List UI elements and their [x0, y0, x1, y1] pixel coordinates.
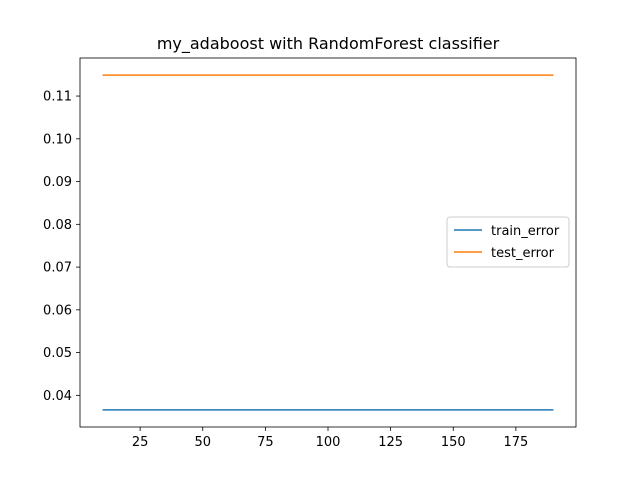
- x-tick-label: 125: [378, 435, 403, 450]
- legend-label-train-error: train_error: [491, 224, 560, 239]
- y-tick-label: 0.07: [43, 261, 72, 276]
- legend-label-test-error: test_error: [491, 246, 555, 261]
- y-tick-label: 0.05: [43, 346, 72, 361]
- x-tick-label: 150: [441, 435, 466, 450]
- y-tick-label: 0.11: [43, 90, 72, 105]
- chart-title: my_adaboost with RandomForest classifier: [157, 34, 500, 54]
- x-tick-label: 50: [194, 435, 211, 450]
- x-tick-label: 100: [316, 435, 341, 450]
- y-tick-label: 0.04: [43, 389, 72, 404]
- x-tick-label: 25: [132, 435, 149, 450]
- y-tick-label: 0.10: [43, 132, 72, 147]
- x-tick-label: 175: [503, 435, 528, 450]
- x-tick-label: 75: [257, 435, 274, 450]
- y-tick-label: 0.08: [43, 218, 72, 233]
- y-tick-label: 0.06: [43, 303, 72, 318]
- y-tick-label: 0.09: [43, 175, 72, 190]
